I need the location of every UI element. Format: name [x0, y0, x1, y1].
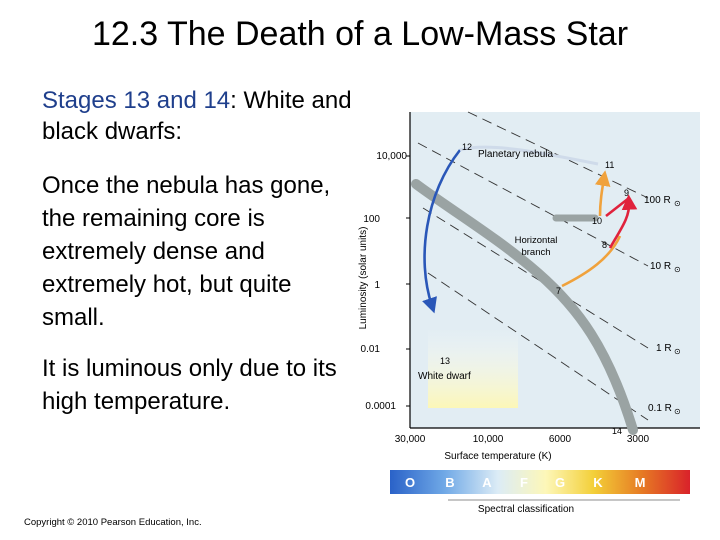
spectral-class: A: [482, 475, 492, 490]
white-dwarf-label: White dwarf: [418, 371, 471, 382]
radius-label-0-1: 0.1 R ⊙: [648, 403, 681, 416]
radius-label-10: 10 R ⊙: [650, 261, 681, 274]
svg-text:⊙: ⊙: [674, 199, 681, 208]
planetary-nebula-label: Planetary nebula: [478, 149, 553, 160]
track-10-11: [595, 170, 611, 217]
svg-text:0.1 R: 0.1 R: [648, 403, 672, 414]
white-dwarf-glow: [428, 328, 518, 408]
stage-14-label: 14: [612, 426, 622, 436]
stage-8-label: 8: [602, 240, 607, 250]
svg-text:100 R: 100 R: [644, 195, 671, 206]
slide-title: 12.3 The Death of a Low-Mass Star: [91, 15, 629, 53]
radius-label-1: 1 R ⊙: [656, 343, 681, 356]
svg-text:⊙: ⊙: [674, 265, 681, 274]
stages-heading: Stages 13 and 14: White and black dwarfs…: [42, 85, 372, 147]
x-tick-label: 3000: [627, 434, 650, 445]
horizontal-branch-label: branch: [521, 247, 550, 258]
spectral-class: B: [445, 475, 454, 490]
stage-11-label: 11: [605, 160, 614, 170]
stage-9-label: 9: [624, 188, 629, 198]
spectral-class: G: [555, 475, 565, 490]
spectral-class-letters: O B A F G K M: [405, 475, 645, 490]
x-axis-label: Surface temperature (K): [444, 451, 551, 462]
main-sequence-track: [411, 179, 638, 435]
radius-label-100: 100 R ⊙: [644, 195, 681, 208]
hr-diagram: 10,000 100 1 0.01 0.0001 Luminosity (sol…: [358, 111, 700, 515]
stage-12-label: 12: [462, 142, 472, 152]
stage-13-label: 13: [440, 356, 450, 366]
y-tick-label: 10,000: [376, 151, 407, 162]
track-9-10: [605, 196, 630, 218]
y-axis-label: Luminosity (solar units): [358, 227, 369, 330]
luminosity-paragraph: It is luminous only due to its high temp…: [42, 355, 337, 415]
spectral-class: F: [520, 475, 528, 490]
track-7-8: [561, 235, 622, 288]
nebula-track: [459, 145, 599, 166]
horizontal-branch-label: Horizontal: [515, 235, 558, 246]
svg-text:⊙: ⊙: [674, 347, 681, 356]
svg-text:1 R: 1 R: [656, 343, 672, 354]
y-tick-marks: [406, 155, 410, 407]
y-tick-label: 100: [363, 214, 380, 225]
core-cooling-track: [422, 149, 462, 314]
svg-text:⊙: ⊙: [674, 407, 681, 416]
y-tick-label: 0.01: [361, 344, 381, 355]
stage-7-label: 7: [556, 286, 561, 296]
stage-10-label: 10: [592, 216, 602, 226]
x-tick-label: 6000: [549, 434, 572, 445]
svg-text:10 R: 10 R: [650, 261, 671, 272]
stages-subject: : White and black dwarfs:: [42, 87, 352, 145]
copyright-notice: Copyright © 2010 Pearson Education, Inc.: [24, 517, 202, 528]
y-tick-label: 0.0001: [365, 401, 396, 412]
nebula-paragraph: Once the nebula has gone, the remaining …: [42, 172, 331, 331]
spectral-class: K: [593, 475, 603, 490]
track-8-9: [608, 194, 638, 249]
y-tick-label: 1: [374, 280, 380, 291]
x-tick-label: 10,000: [473, 434, 504, 445]
spectral-classification-label: Spectral classification: [478, 504, 574, 515]
stages-highlight: Stages 13 and 14: [42, 87, 231, 114]
spectral-bar: [390, 470, 690, 494]
spectral-class: M: [635, 475, 646, 490]
spectral-class: O: [405, 475, 415, 490]
x-tick-label: 30,000: [395, 434, 426, 445]
